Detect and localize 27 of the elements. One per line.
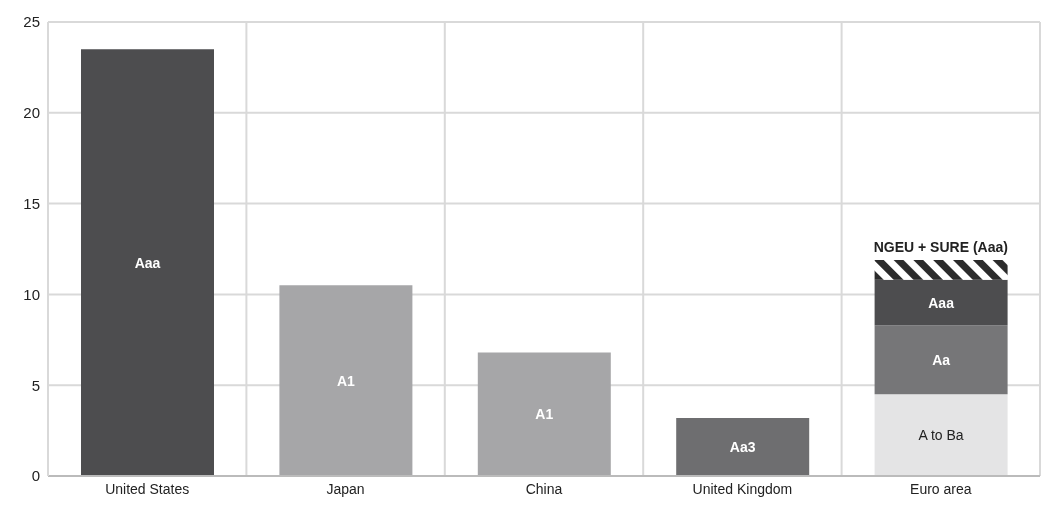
annotation: NGEU + SURE (Aaa) [873, 238, 1008, 255]
bar [874, 325, 1008, 395]
bar [874, 259, 1008, 280]
data-label: A1 [535, 406, 554, 423]
y-tick-label: 25 [23, 13, 40, 31]
bar [874, 394, 1008, 476]
data-label: Aa3 [729, 438, 756, 455]
bar [874, 279, 1008, 326]
bar [676, 417, 810, 476]
bar [81, 49, 214, 476]
bar [279, 285, 413, 476]
y-tick-label: 10 [23, 285, 40, 303]
x-tick-label: United Kingdom [692, 480, 793, 497]
data-label: Aa [932, 351, 951, 368]
x-tick-label: China [525, 480, 563, 497]
x-tick-label: Japan [326, 480, 365, 497]
data-label: Aaa [928, 294, 955, 311]
y-tick-label: 0 [31, 467, 40, 485]
y-tick-label: 20 [23, 104, 40, 122]
y-tick-label: 15 [23, 194, 40, 212]
data-label: A1 [336, 372, 356, 389]
x-tick-label: United States [105, 480, 190, 497]
x-tick-label: Euro area [910, 480, 972, 497]
data-label: A to Ba [918, 427, 964, 444]
data-label: Aaa [134, 254, 161, 271]
y-tick-label: 5 [31, 376, 40, 394]
bar [477, 352, 611, 476]
